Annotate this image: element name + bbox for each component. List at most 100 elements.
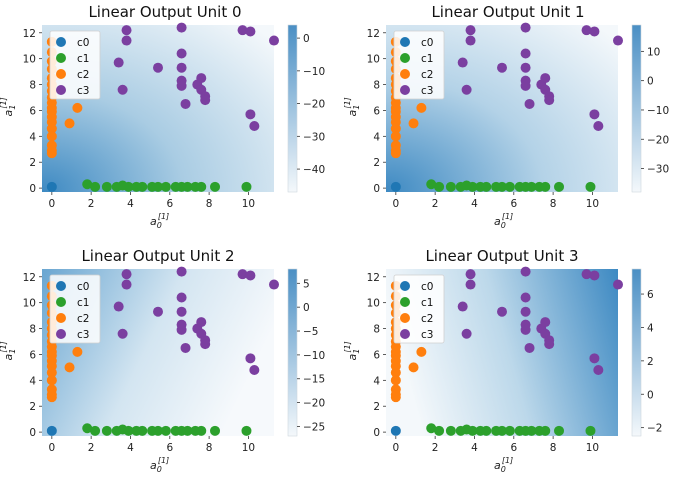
y-tick-label: 8 <box>29 80 36 92</box>
scatter-point-c3 <box>196 73 207 84</box>
y-axis-label: a1[1] <box>343 341 361 360</box>
x-tick-label: 0 <box>48 442 55 454</box>
colorbar-tick-label: −20 <box>303 398 325 410</box>
scatter-point-c3 <box>249 364 260 375</box>
scatter-point-c1 <box>90 425 101 436</box>
colorbar-tick-label: 4 <box>647 322 654 334</box>
scatter-point-c3 <box>176 22 187 33</box>
scatter-point-c3 <box>117 328 128 339</box>
scatter-point-c3 <box>520 324 531 335</box>
y-axis-label: a1[1] <box>0 97 17 116</box>
scatter-point-c3 <box>613 35 623 46</box>
colorbar-tick-label: −10 <box>647 105 669 117</box>
scatter-point-c1 <box>196 181 207 192</box>
scatter-point-c1 <box>554 425 565 436</box>
panel-title: Linear Output Unit 2 <box>81 247 234 265</box>
x-tick-label: 2 <box>432 442 439 454</box>
x-axis-label: a0[1] <box>494 212 513 230</box>
scatter-point-c3 <box>121 279 132 290</box>
colorbar-tick-label: 0 <box>303 302 310 314</box>
legend-label-c2: c2 <box>77 69 89 81</box>
scatter-point-c3 <box>457 301 468 312</box>
scatter-point-c3 <box>520 266 531 277</box>
scatter-point-c3 <box>520 62 531 73</box>
x-tick-label: 6 <box>166 442 173 454</box>
colorbar <box>631 268 642 437</box>
scatter-point-c1 <box>90 181 101 192</box>
legend <box>393 30 445 100</box>
scatter-point-c1 <box>504 181 515 192</box>
legend-label-c2: c2 <box>421 313 433 325</box>
scatter-point-c3 <box>245 353 256 364</box>
legend-label-c1: c1 <box>77 53 89 65</box>
legend-label-c2: c2 <box>421 69 433 81</box>
colorbar-tick-label: −30 <box>303 131 325 143</box>
scatter-point-c3 <box>589 109 600 120</box>
colorbar-tick-label: 10 <box>647 46 660 58</box>
scatter-point-c3 <box>465 279 476 290</box>
scatter-point-c3 <box>176 266 187 277</box>
x-tick-label: 0 <box>392 198 399 210</box>
scatter-point-c3 <box>581 269 592 280</box>
scatter-point-c1 <box>497 425 507 436</box>
y-tick-label: 12 <box>367 272 380 284</box>
x-tick-label: 0 <box>48 198 55 210</box>
scatter-point-c3 <box>245 270 256 281</box>
scatter-point-c3 <box>457 57 468 68</box>
scatter-point-c3 <box>245 109 256 120</box>
scatter-point-c1 <box>101 181 112 192</box>
y-tick-label: 0 <box>29 427 36 439</box>
legend-marker-c3 <box>400 85 410 95</box>
y-tick-label: 12 <box>23 28 36 40</box>
scatter-point-c3 <box>153 306 163 317</box>
scatter-point-c1 <box>82 179 93 190</box>
scatter-point-c3 <box>520 22 531 33</box>
panel-title: Linear Output Unit 3 <box>425 247 578 265</box>
scatter-point-c3 <box>497 62 507 73</box>
y-tick-label: 2 <box>29 401 36 413</box>
scatter-point-c3 <box>544 339 555 350</box>
scatter-point-c3 <box>269 35 279 46</box>
x-tick-label: 10 <box>586 442 599 454</box>
legend-marker-c0 <box>56 37 66 47</box>
scatter-point-c2 <box>390 392 401 403</box>
y-axis-label: a1[1] <box>343 97 361 116</box>
legend-marker-c1 <box>400 297 410 307</box>
scatter-point-c1 <box>540 425 551 436</box>
legend-label-c2: c2 <box>77 313 89 325</box>
scatter-point-c3 <box>200 339 211 350</box>
scatter-point-c1 <box>123 425 134 436</box>
scatter-point-c1 <box>160 181 171 192</box>
panel-2: Linear Output Unit 2 0 2 4 6 8 10 0 2 4 6 8 10 12 a0[… <box>0 247 325 474</box>
scatter-point-c1 <box>585 425 596 436</box>
scatter-point-c1 <box>196 425 207 436</box>
legend <box>49 30 101 100</box>
colorbar-tick-label: 0 <box>647 76 654 88</box>
scatter-point-c1 <box>504 425 515 436</box>
x-axis-label: a0[1] <box>150 212 169 230</box>
y-tick-label: 2 <box>29 157 36 169</box>
scatter-point-c3 <box>465 35 476 46</box>
scatter-point-c2 <box>46 148 57 159</box>
scatter-point-c3 <box>176 80 187 91</box>
x-tick-label: 4 <box>471 442 478 454</box>
legend-marker-c2 <box>56 69 66 79</box>
scatter-point-c3 <box>544 95 555 106</box>
scatter-point-c2 <box>64 362 75 373</box>
scatter-point-c2 <box>46 375 57 386</box>
scatter-point-c2 <box>390 375 401 386</box>
colorbar-tick-label: −15 <box>303 374 325 386</box>
y-tick-label: 10 <box>23 54 36 66</box>
colorbar-tick-label: −10 <box>303 66 325 78</box>
colorbar-tick-label: −20 <box>303 99 325 111</box>
x-axis-label: a0[1] <box>494 456 513 474</box>
scatter-point-c3 <box>200 95 211 106</box>
scatter-point-c3 <box>540 73 551 84</box>
legend-marker-c2 <box>400 69 410 79</box>
scatter-point-c1 <box>137 181 148 192</box>
scatter-point-c1 <box>434 181 445 192</box>
scatter-point-c1 <box>540 181 551 192</box>
x-tick-label: 2 <box>88 442 95 454</box>
y-tick-label: 6 <box>373 105 380 117</box>
scatter-point-c2 <box>46 131 57 142</box>
